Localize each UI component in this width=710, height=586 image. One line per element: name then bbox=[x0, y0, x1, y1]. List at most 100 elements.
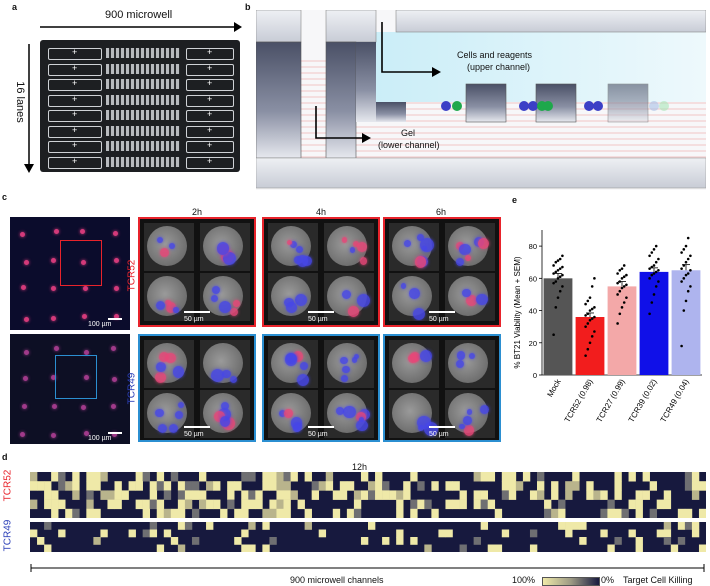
data-point bbox=[556, 277, 560, 280]
chip-microwell-array bbox=[106, 125, 180, 136]
tile-scale-bar bbox=[429, 311, 455, 313]
cell-blob bbox=[459, 243, 471, 256]
heatmap-row-label-tcr52: TCR52 bbox=[2, 469, 14, 502]
data-point bbox=[682, 248, 686, 251]
data-point bbox=[684, 273, 688, 277]
cell-blob bbox=[347, 306, 359, 317]
heatmap-cell bbox=[508, 490, 517, 500]
chip-lane-marker: + bbox=[72, 47, 78, 57]
heatmap-cell bbox=[677, 508, 686, 518]
heatmap-cell bbox=[283, 490, 291, 500]
overview-well-dot bbox=[83, 375, 89, 381]
chip-lane-marker: + bbox=[72, 140, 78, 150]
data-point bbox=[657, 280, 660, 283]
panel-a-top-arrow bbox=[40, 22, 242, 32]
cell-blob bbox=[463, 424, 475, 436]
heatmap-cell bbox=[191, 490, 200, 500]
heatmap-cell bbox=[283, 508, 291, 518]
cell-blob bbox=[356, 241, 367, 252]
heatmap-cell bbox=[677, 522, 686, 530]
cell-blob bbox=[217, 242, 230, 255]
heatmap-cell bbox=[276, 499, 284, 510]
overview-well-dot bbox=[23, 349, 29, 355]
micrograph-tile-tcr52-4h: 50 µm bbox=[262, 217, 380, 327]
heatmap-cell bbox=[684, 481, 693, 491]
heatmap-axis-text: 900 microwell channels bbox=[290, 575, 384, 585]
heatmap-cell bbox=[410, 508, 418, 518]
cell-blob bbox=[155, 372, 167, 384]
chip-lane: + bbox=[186, 125, 234, 138]
overview-scale-bar-1 bbox=[108, 318, 122, 320]
heatmap-cell bbox=[318, 481, 327, 491]
heatmap-cell bbox=[508, 481, 517, 491]
data-point bbox=[648, 254, 651, 258]
heatmap-cell bbox=[135, 472, 143, 482]
heatmap-cell bbox=[360, 537, 369, 545]
heatmap-cell bbox=[410, 472, 418, 482]
heatmap-cell bbox=[93, 508, 101, 518]
heatmap-cell bbox=[170, 472, 179, 482]
heatmap-cell bbox=[635, 544, 643, 552]
heatmap-cell bbox=[586, 490, 594, 500]
heatmap-cell bbox=[65, 481, 73, 491]
chart-ytick-label: 80 bbox=[529, 242, 537, 251]
time-label-6h: 6h bbox=[436, 207, 447, 217]
heatmap-cell bbox=[325, 472, 334, 482]
data-point bbox=[620, 267, 624, 270]
data-point bbox=[584, 302, 587, 306]
heatmap-cell bbox=[255, 499, 263, 510]
overview-well-dot bbox=[111, 346, 117, 352]
heatmap-cell bbox=[508, 472, 517, 482]
heatmap-cell bbox=[72, 490, 80, 500]
data-point bbox=[654, 260, 658, 264]
chip-lane: + bbox=[186, 140, 234, 153]
cell-blob bbox=[165, 299, 171, 305]
heatmap-cell bbox=[614, 472, 622, 482]
chart-category-label: Mock bbox=[545, 377, 563, 399]
micrograph-tile-tcr52-2h: 50 µm bbox=[138, 217, 256, 327]
heatmap-cell bbox=[403, 481, 411, 491]
microwell-image bbox=[200, 390, 250, 438]
heatmap-cell bbox=[283, 499, 291, 510]
overview-well-dot bbox=[50, 374, 56, 380]
heatmap-cell bbox=[177, 490, 186, 500]
heatmap-cell bbox=[684, 522, 693, 530]
heatmap-cell bbox=[156, 544, 165, 552]
heatmap-cell bbox=[375, 481, 383, 491]
overview-well-dot bbox=[113, 314, 119, 320]
data-point bbox=[618, 289, 622, 293]
heatmap-cell bbox=[600, 508, 608, 518]
heatmap-cell bbox=[480, 522, 489, 530]
heatmap-cell bbox=[529, 544, 538, 552]
overview-well-dot bbox=[23, 260, 29, 266]
heatmap-cell bbox=[635, 490, 643, 500]
heatmap-cell bbox=[691, 472, 700, 482]
heatmap-cell bbox=[368, 522, 376, 530]
data-point bbox=[652, 293, 656, 296]
chip-lane: + bbox=[48, 94, 102, 107]
cell-blob bbox=[156, 301, 166, 311]
data-point bbox=[652, 264, 656, 267]
heatmap-cell bbox=[621, 508, 629, 518]
heatmap-cell bbox=[635, 537, 643, 545]
data-point bbox=[625, 296, 628, 299]
heatmap-cell bbox=[241, 490, 249, 500]
chip-lane: + bbox=[48, 140, 102, 153]
microwell-image bbox=[389, 390, 439, 438]
heatmap-cell bbox=[565, 490, 573, 500]
heatmap-cell bbox=[269, 508, 277, 518]
heatmap-cell bbox=[220, 508, 228, 518]
heatmap-cell bbox=[628, 472, 636, 482]
heatmap-cell bbox=[37, 481, 45, 491]
heatmap-cell bbox=[487, 499, 496, 510]
data-point bbox=[680, 251, 683, 254]
heatmap-cell bbox=[360, 490, 369, 500]
heatmap-cell bbox=[191, 537, 200, 545]
microwell-image bbox=[200, 273, 250, 321]
overview-scale-text-1: 100 µm bbox=[88, 321, 112, 328]
time-label-4h: 4h bbox=[316, 207, 327, 217]
heatmap-cell bbox=[375, 472, 383, 482]
data-point bbox=[648, 267, 651, 270]
heatmap-cell bbox=[184, 490, 193, 500]
micrograph-tile-tcr49-4h: 50 µm bbox=[262, 334, 380, 442]
